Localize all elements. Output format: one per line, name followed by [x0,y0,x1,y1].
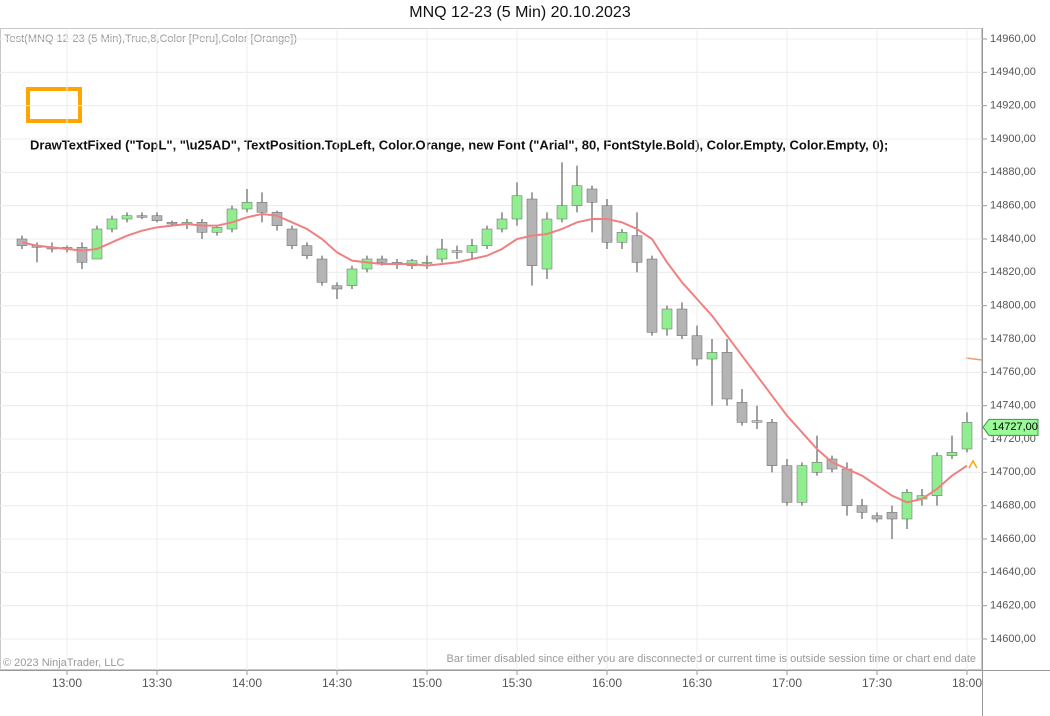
candle-body [211,227,223,233]
x-tick-label: 18:00 [952,676,982,690]
candle-body [676,308,688,336]
candle-body [151,215,163,221]
grid [0,30,982,670]
y-tick-label: 14720,00 [990,433,1036,445]
y-tick-label: 14700,00 [990,466,1036,478]
orange-rectangle [26,87,82,123]
copyright: © 2023 NinjaTrader, LLC [3,657,124,669]
candle-body [481,228,493,246]
candle-body [691,335,703,360]
y-tick-label: 14880,00 [990,166,1036,178]
candle-body [346,268,358,286]
candle-body [511,195,523,220]
status-text: Bar timer disabled since either you are … [447,653,977,665]
x-tick-label: 13:30 [142,676,172,690]
y-tick-label: 14760,00 [990,366,1036,378]
candle-body [931,455,943,496]
candle-body [136,215,148,218]
candle-body [466,245,478,253]
orange-arrow [968,459,978,469]
candle-body [556,205,568,220]
candle-body [526,198,538,266]
x-tick-label: 17:30 [862,676,892,690]
candle-body [811,462,823,473]
x-tick-label: 15:00 [412,676,442,690]
y-tick-label: 14860,00 [990,200,1036,212]
candle-body [286,228,298,246]
candle-body [451,250,463,253]
candle-body [841,468,853,506]
chart-title: MNQ 12-23 (5 Min) 20.10.2023 [409,4,631,21]
candle-body [271,212,283,226]
candle-body [781,465,793,503]
x-tick-label: 16:30 [682,676,712,690]
candle-body [616,232,628,243]
candle-body [496,218,508,230]
x-tick-label: 14:30 [322,676,352,690]
y-tick-label: 14740,00 [990,400,1036,412]
candle-body [316,258,328,283]
y-tick-label: 14940,00 [990,66,1036,78]
candle-body [961,422,973,450]
candle-body [106,218,118,230]
x-tick-label: 14:00 [232,676,262,690]
candle-body [76,247,88,263]
last-price-tag [982,418,1039,436]
candle-body [871,515,883,520]
candle-body [241,202,253,210]
candle-body [436,248,448,260]
candle-body [601,205,613,243]
candle-body [376,258,388,263]
candle-body [91,228,103,260]
y-tick-label: 14620,00 [990,600,1036,612]
candle-body [901,492,913,520]
x-tick-label: 16:00 [592,676,622,690]
candle-body [121,215,133,220]
last-price-label: 14727,00 [992,421,1038,433]
candle-body [361,258,373,270]
candle-body [646,258,658,333]
candle-body [766,422,778,466]
candle-body [586,188,598,203]
candle-body [421,262,433,264]
y-tick-label: 14800,00 [990,300,1036,312]
indicator-line [21,212,968,504]
candle-body [856,505,868,513]
candle-body [631,235,643,263]
y-tick-label: 14960,00 [990,33,1036,45]
plot-frame [0,28,982,670]
y-tick-label: 14820,00 [990,266,1036,278]
y-tick-label: 14840,00 [990,233,1036,245]
candle-body [541,218,553,270]
y-tick-label: 14600,00 [990,633,1036,645]
x-tick-label: 13:00 [52,676,82,690]
candle-body [571,185,583,206]
y-tick-label: 14900,00 [990,133,1036,145]
y-tick-label: 14920,00 [990,100,1036,112]
y-tick-label: 14680,00 [990,500,1036,512]
y-tick-label: 14640,00 [990,566,1036,578]
candle-body [886,512,898,520]
candle-body [751,420,763,423]
candle-body [736,402,748,423]
candle-body [301,245,313,256]
candle-body [946,452,958,456]
y-tick-label: 14660,00 [990,533,1036,545]
x-tick-label: 17:00 [772,676,802,690]
candle-body [166,222,178,225]
candle-body [721,352,733,400]
x-tick-label: 15:30 [502,676,532,690]
code-text: DrawTextFixed ("TopL", "\u25AD", TextPos… [30,137,888,152]
candle-body [226,208,238,230]
candle-body [331,285,343,290]
candle-body [661,308,673,330]
candle-body [256,202,268,213]
candle-body [196,222,208,233]
orange-marker-line [965,357,983,361]
y-tick-label: 14780,00 [990,333,1036,345]
candle-body [706,352,718,360]
candle-body [796,465,808,503]
